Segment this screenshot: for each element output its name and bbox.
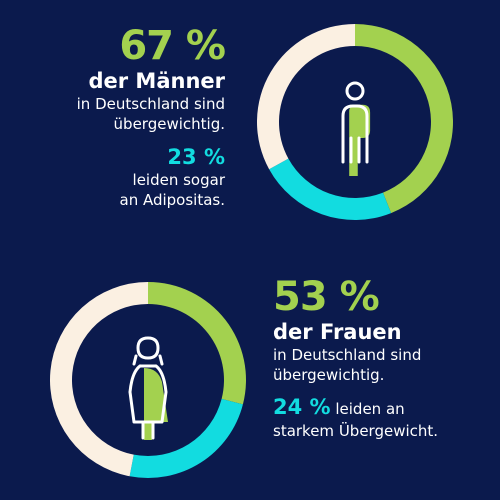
men-donut-segment-2 — [257, 24, 355, 170]
woman-icon — [128, 336, 168, 440]
women-donut-segment-1 — [129, 398, 243, 478]
men-donut-segment-0 — [355, 24, 454, 214]
men-line-2: übergewichtig. — [113, 115, 225, 133]
women-title: der Frauen — [273, 320, 402, 344]
men-obesity-percent: 23 % — [167, 145, 225, 169]
women-donut-segment-2 — [50, 282, 149, 477]
women-line-1: in Deutschland sind — [273, 346, 422, 364]
women-donut-segment-0 — [148, 282, 246, 405]
men-text-block: 67 % der Männer in Deutschland sind über… — [76, 23, 226, 210]
women-text-block: 53 % der Frauen in Deutschland sind über… — [273, 275, 438, 441]
men-donut-segment-1 — [269, 158, 392, 220]
women-donut-chart — [50, 282, 246, 478]
men-line-1: in Deutschland sind — [76, 95, 225, 113]
men-line-4: an Adipositas. — [119, 191, 226, 209]
men-title: der Männer — [88, 69, 225, 93]
men-line-3: leiden sogar — [132, 171, 225, 189]
women-line-3: leiden an — [335, 400, 405, 418]
women-line-4: starkem Übergewicht. — [273, 422, 439, 440]
men-overweight-percent: 67 % — [119, 23, 226, 69]
men-donut-chart — [257, 24, 454, 220]
women-obesity-line: 24 % leiden an — [273, 395, 438, 421]
women-overweight-percent: 53 % — [273, 274, 380, 320]
women-line-2: übergewichtig. — [273, 366, 385, 384]
man-icon — [341, 81, 371, 176]
women-obesity-percent: 24 % — [273, 395, 331, 419]
